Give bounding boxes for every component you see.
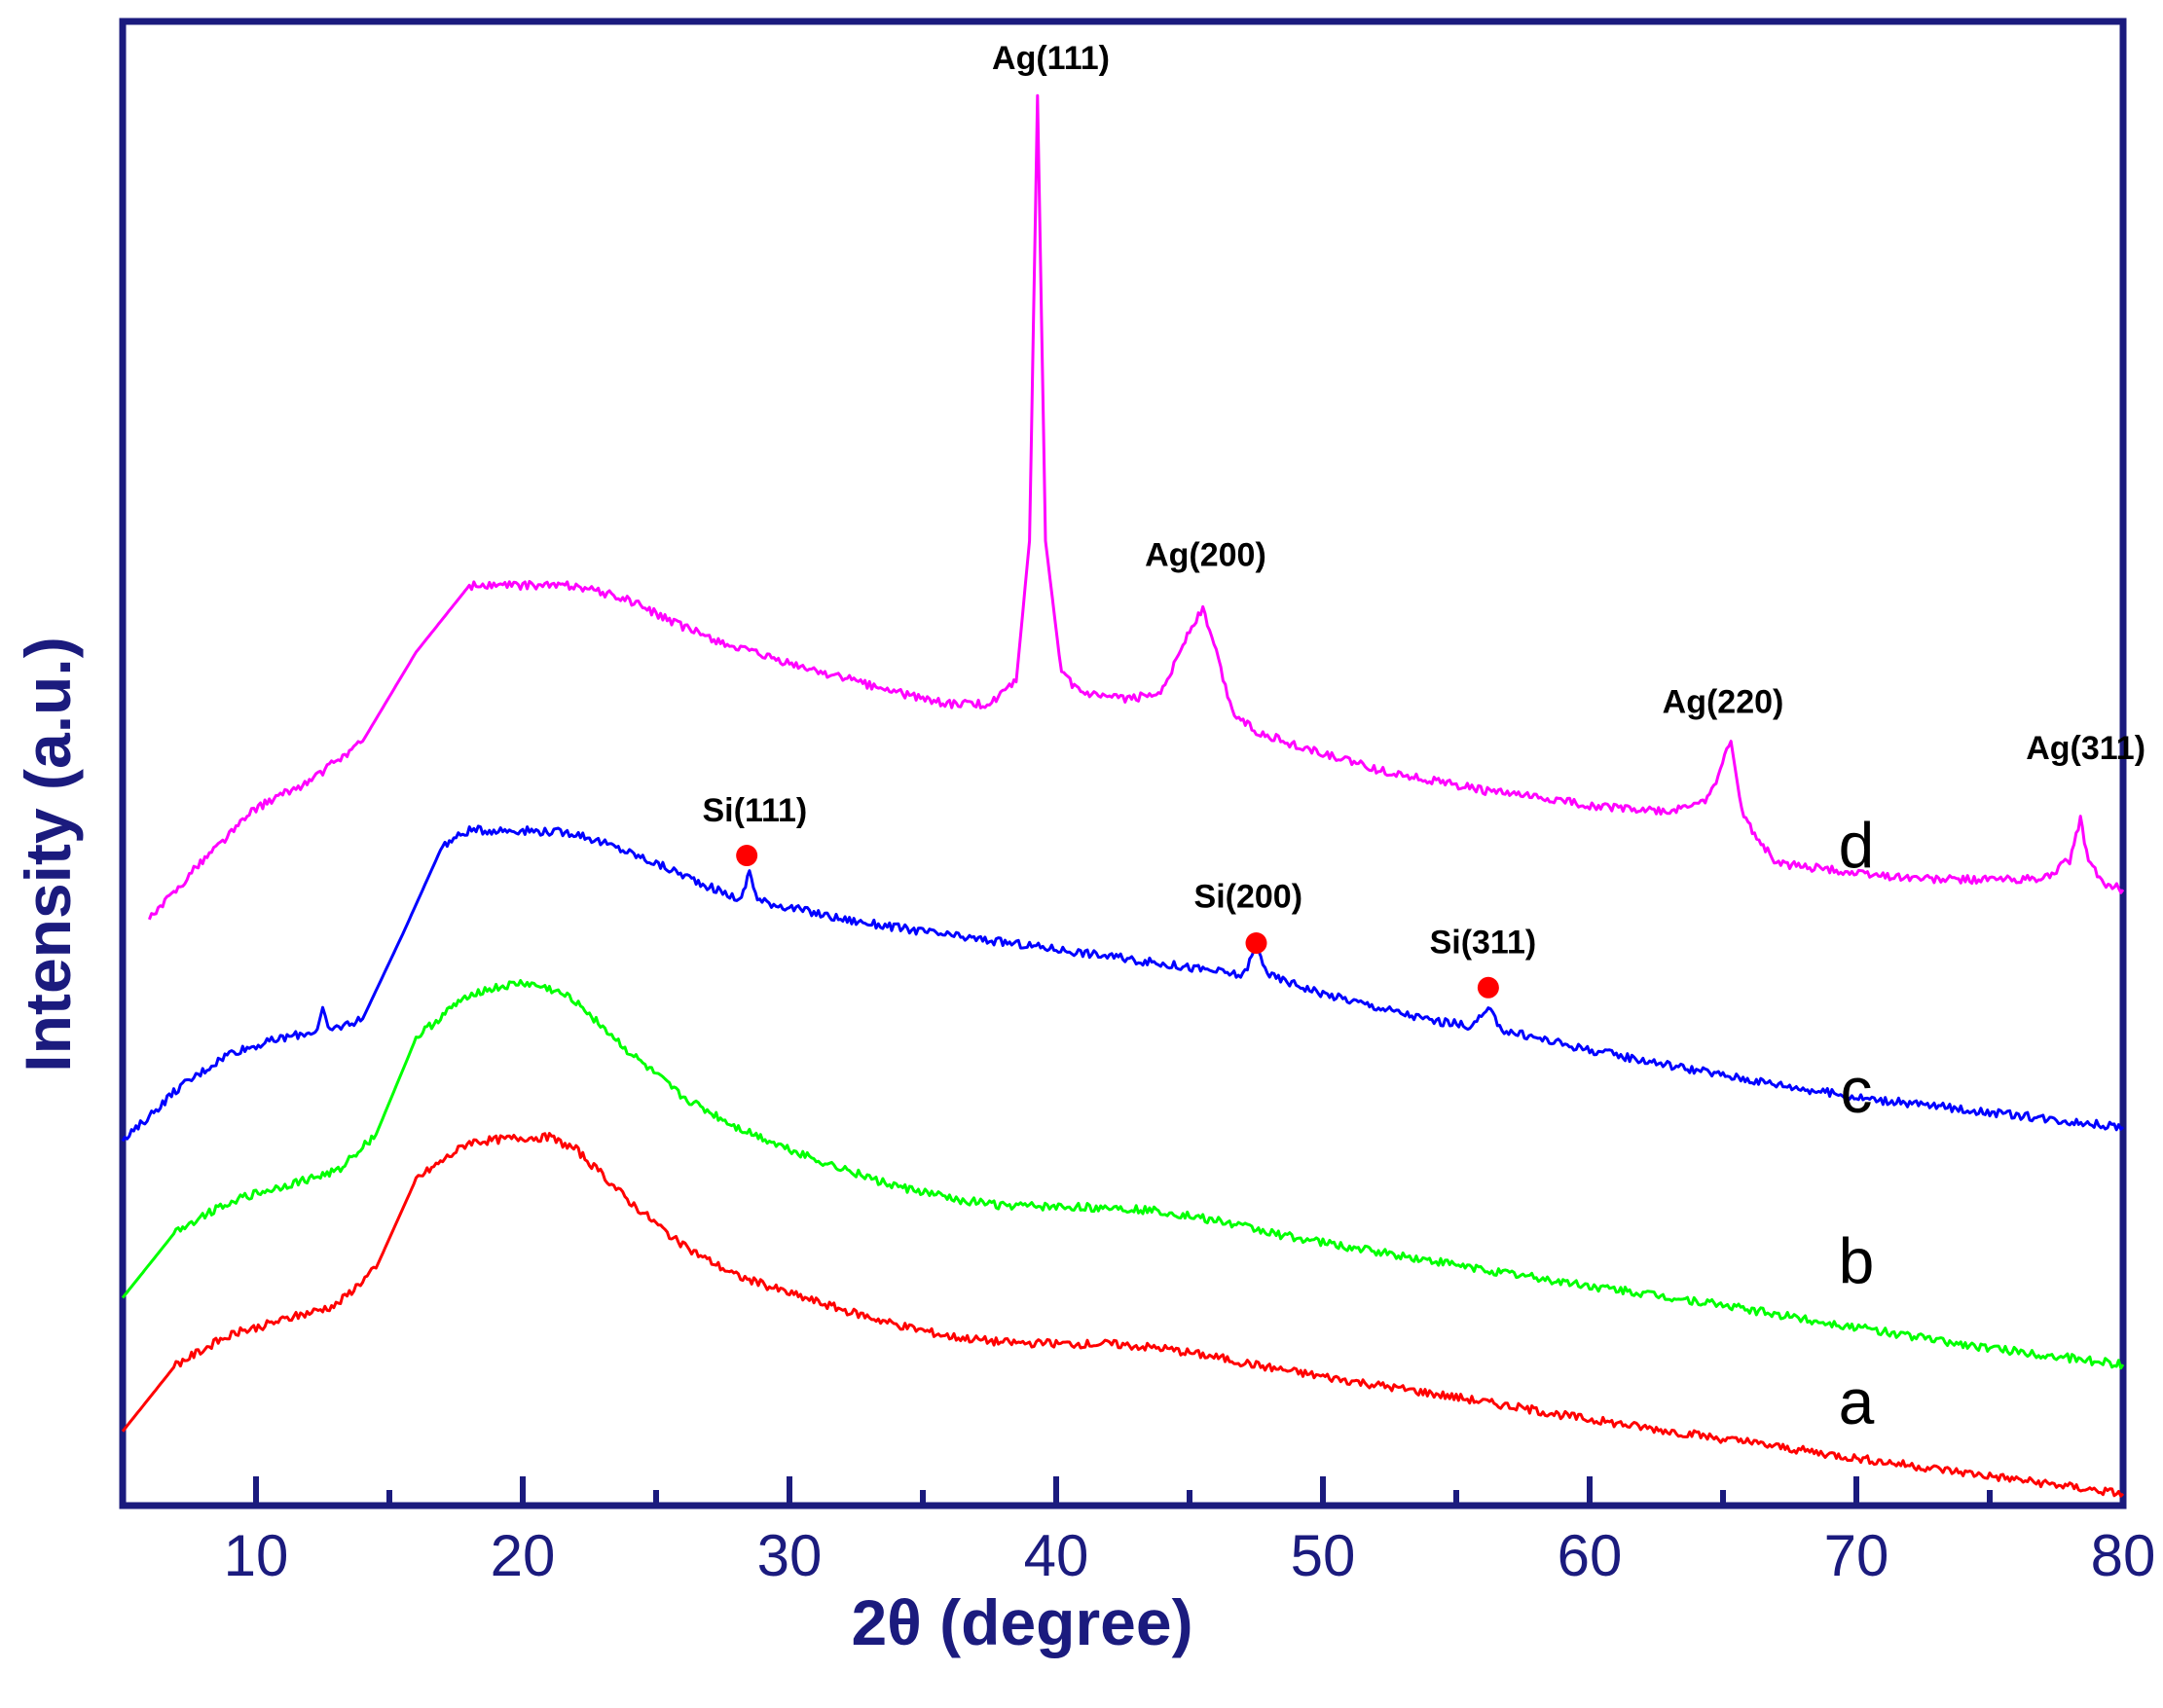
plot-frame xyxy=(119,18,2127,1509)
peak-label: Ag(200) xyxy=(1145,537,1266,574)
peak-label: Si(311) xyxy=(1430,925,1537,962)
si-peak-marker xyxy=(1477,976,1499,999)
peak-markers xyxy=(736,845,1499,999)
series-c-line xyxy=(121,824,2125,1143)
peak-label: Si(200) xyxy=(1194,878,1303,915)
x-tick-label: 40 xyxy=(1024,1523,1089,1588)
x-axis-ticks xyxy=(253,1476,2126,1506)
series-a-line xyxy=(121,1132,2125,1498)
peak-label: Si(111) xyxy=(703,792,808,829)
series-group xyxy=(121,93,2125,1498)
x-tick-label: 50 xyxy=(1291,1523,1356,1588)
x-tick-label: 80 xyxy=(2091,1523,2156,1588)
x-tick-label: 70 xyxy=(1824,1523,1889,1588)
peak-label: Ag(220) xyxy=(1663,684,1784,721)
x-tick-label: 30 xyxy=(757,1523,823,1588)
series-b-line xyxy=(121,979,2125,1370)
x-tick-label: 20 xyxy=(491,1523,556,1588)
si-peak-marker xyxy=(1245,932,1267,955)
y-axis-title: Intensity (a.u.) xyxy=(12,636,84,1072)
curve-label-c: c xyxy=(1841,1054,1873,1126)
peak-label: Ag(111) xyxy=(992,40,1110,77)
curve-label-d: d xyxy=(1839,809,1875,881)
series-d-line xyxy=(147,93,2125,921)
si-peak-marker xyxy=(736,845,758,867)
x-axis-tick-labels: 10 20 30 40 50 60 70 80 xyxy=(224,1523,2156,1588)
peak-label: Ag(311) xyxy=(2026,730,2145,767)
curve-label-b: b xyxy=(1839,1224,1875,1296)
x-tick-label: 60 xyxy=(1558,1523,1623,1588)
peak-annotations: Ag(111) Ag(200) Ag(220) Ag(311) Si(111) Si(20… xyxy=(703,40,2146,962)
x-tick-label: 10 xyxy=(224,1523,289,1588)
curve-labels: ab c d xyxy=(1839,809,1875,1437)
x-axis-title: 2θ (degree) xyxy=(851,1586,1192,1658)
curve-label-a: a xyxy=(1839,1365,1875,1437)
